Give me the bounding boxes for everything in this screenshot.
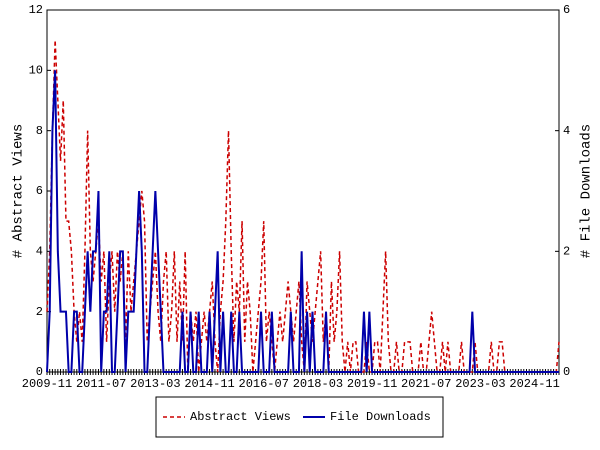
x-tick-label: 2009-11 xyxy=(22,377,72,391)
x-tick-label: 2023-03 xyxy=(455,377,505,391)
y2-tick-label: 2 xyxy=(563,245,570,259)
x-tick-label: 2013-03 xyxy=(130,377,180,391)
y-tick-label: 4 xyxy=(36,245,43,259)
y-tick-label: 12 xyxy=(29,3,43,17)
y-axis-label: # Abstract Views xyxy=(11,124,27,258)
y2-tick-label: 6 xyxy=(563,3,570,17)
y2-axis-label: # File Downloads xyxy=(579,124,595,258)
x-tick-label: 2019-11 xyxy=(347,377,397,391)
series-line xyxy=(46,40,560,373)
x-tick-label: 2018-03 xyxy=(293,377,343,391)
y2-tick-label: 4 xyxy=(563,124,570,138)
y-tick-label: 2 xyxy=(36,305,43,319)
series-line xyxy=(46,70,559,373)
y-tick-label: 6 xyxy=(36,184,43,198)
y-tick-label: 8 xyxy=(36,124,43,138)
y-tick-label: 0 xyxy=(36,365,43,379)
x-tick-label: 2016-07 xyxy=(239,377,289,391)
legend xyxy=(155,396,444,438)
legend-label: Abstract Views xyxy=(190,410,291,424)
legend-label: File Downloads xyxy=(330,410,431,424)
x-tick-label: 2011-07 xyxy=(76,377,126,391)
y-tick-label: 10 xyxy=(29,64,43,78)
x-tick-label: 2021-07 xyxy=(401,377,451,391)
x-tick-label: 2014-11 xyxy=(184,377,234,391)
x-tick-label: 2024-11 xyxy=(509,377,559,391)
y2-tick-label: 0 xyxy=(563,365,570,379)
